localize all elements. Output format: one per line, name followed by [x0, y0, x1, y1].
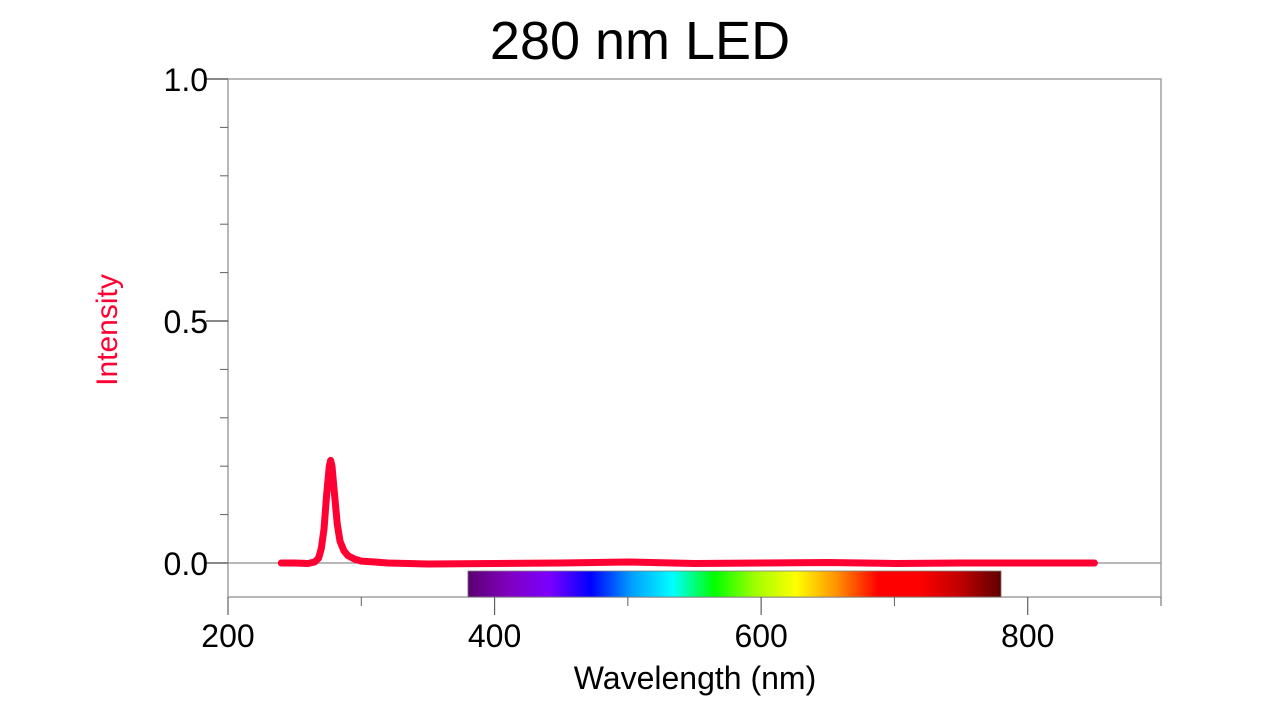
visible-spectrum-bar	[467, 570, 1002, 598]
x-tick-label: 200	[201, 618, 254, 654]
intensity-curve	[277, 456, 1098, 568]
y-tick-label: 0.0	[164, 546, 208, 582]
y-axis-ticks: 0.0 0.5 1.0	[164, 62, 228, 582]
x-axis-label: Wavelength (nm)	[573, 660, 817, 696]
x-tick-label: 600	[734, 618, 787, 654]
x-tick-label: 800	[1001, 618, 1054, 654]
chart-title: 280 nm LED	[489, 11, 791, 71]
y-tick-label: 0.5	[164, 304, 208, 340]
x-axis-ticks: 200 400 600 800	[201, 597, 1162, 654]
plot-frame	[227, 78, 1162, 598]
x-tick-label: 400	[468, 618, 521, 654]
y-tick-label: 1.0	[164, 62, 208, 98]
